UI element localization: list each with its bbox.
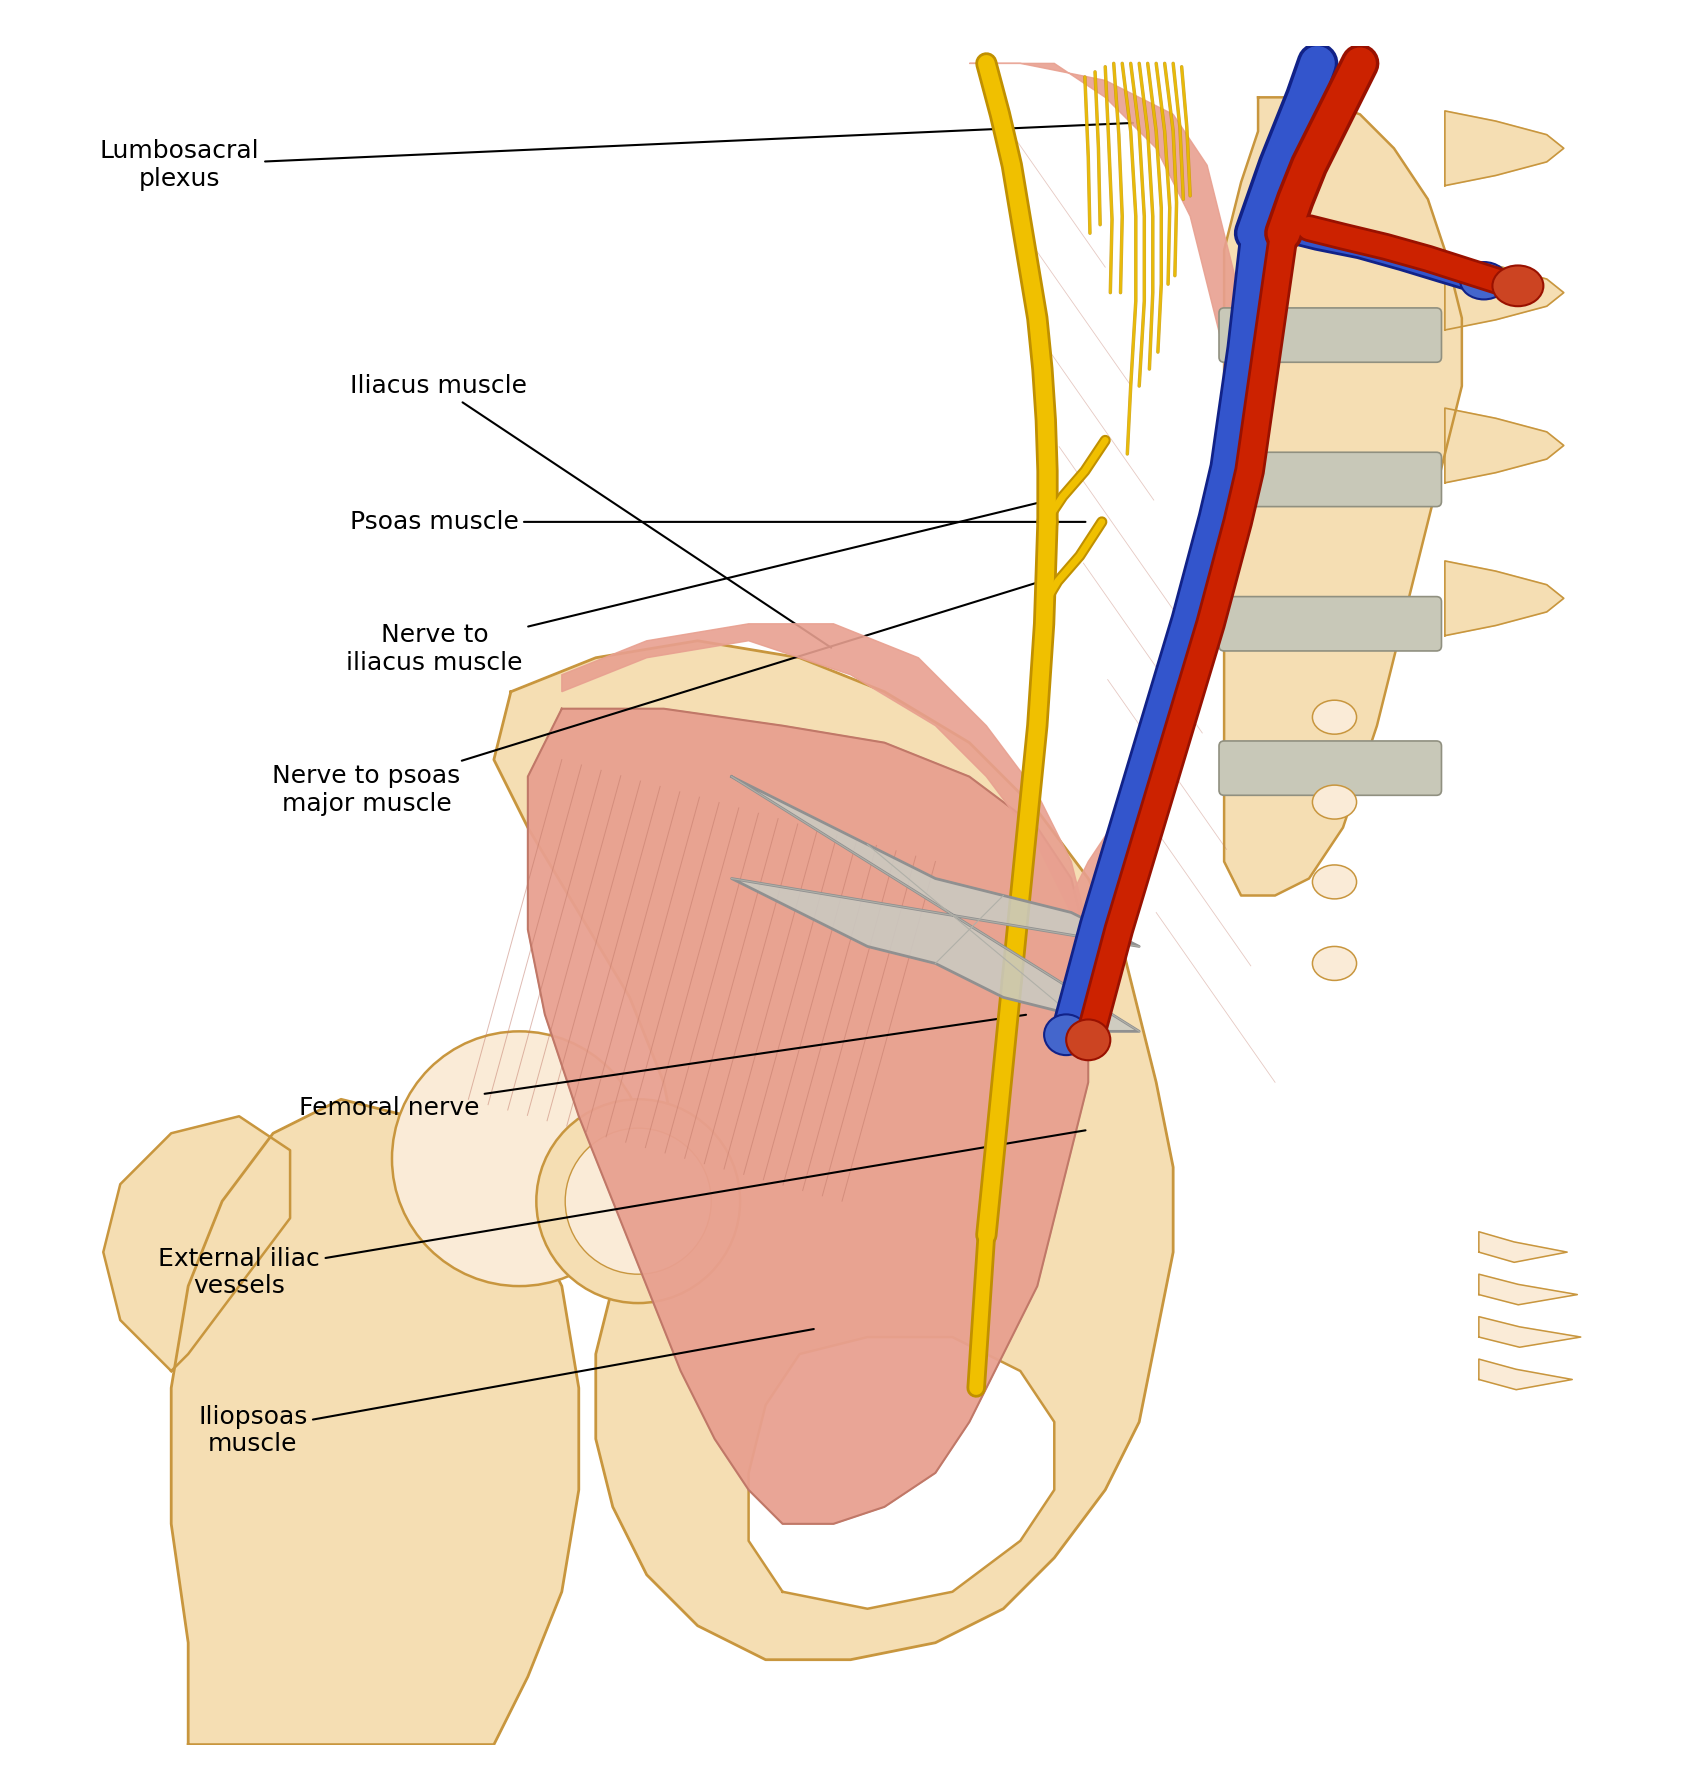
Polygon shape — [970, 63, 1242, 946]
Polygon shape — [527, 709, 1089, 1524]
Text: Iliacus muscle: Iliacus muscle — [349, 374, 832, 648]
Ellipse shape — [1067, 1019, 1111, 1060]
Polygon shape — [748, 1338, 1055, 1608]
FancyBboxPatch shape — [1220, 596, 1441, 650]
Text: Femoral nerve: Femoral nerve — [299, 1015, 1026, 1119]
Text: Psoas muscle: Psoas muscle — [349, 510, 1085, 534]
Text: Iliopsoas
muscle: Iliopsoas muscle — [197, 1329, 813, 1456]
Text: Nerve to psoas
major muscle: Nerve to psoas major muscle — [272, 577, 1055, 817]
Ellipse shape — [1313, 784, 1357, 818]
Circle shape — [391, 1032, 646, 1286]
Polygon shape — [172, 1100, 578, 1744]
Ellipse shape — [1044, 1014, 1089, 1055]
Polygon shape — [1444, 111, 1563, 186]
Polygon shape — [104, 1116, 291, 1370]
Text: Nerve to
iliacus muscle: Nerve to iliacus muscle — [347, 498, 1061, 675]
Polygon shape — [1444, 256, 1563, 330]
FancyBboxPatch shape — [1220, 453, 1441, 507]
Polygon shape — [1478, 1232, 1567, 1263]
Polygon shape — [731, 777, 1140, 1032]
FancyBboxPatch shape — [1220, 308, 1441, 362]
Polygon shape — [1478, 1316, 1580, 1347]
Polygon shape — [1225, 97, 1461, 896]
Polygon shape — [1444, 408, 1563, 484]
Ellipse shape — [1492, 265, 1543, 306]
Ellipse shape — [1459, 261, 1507, 299]
Polygon shape — [1478, 1359, 1572, 1390]
Polygon shape — [138, 47, 1614, 1744]
Ellipse shape — [1313, 700, 1357, 734]
Polygon shape — [1444, 561, 1563, 636]
Polygon shape — [1478, 1273, 1577, 1306]
Ellipse shape — [1313, 946, 1357, 980]
Circle shape — [565, 1128, 711, 1273]
Ellipse shape — [1313, 865, 1357, 899]
Text: External iliac
vessels: External iliac vessels — [158, 1130, 1085, 1298]
Polygon shape — [493, 641, 1174, 1660]
FancyBboxPatch shape — [1220, 741, 1441, 795]
Circle shape — [536, 1100, 740, 1304]
Polygon shape — [561, 623, 1089, 964]
Text: Lumbosacral
plexus: Lumbosacral plexus — [100, 124, 1133, 192]
